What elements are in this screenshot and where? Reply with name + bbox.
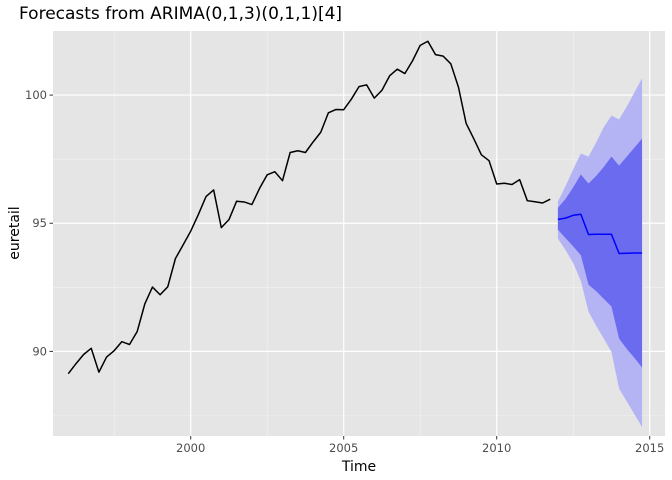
x-axis-title: Time [341,459,376,475]
x-tick-label: 2010 [482,441,511,455]
y-tick-label: 100 [25,88,47,102]
x-axis: 2000 2005 2010 2015 [176,436,664,455]
chart-title: Forecasts from ARIMA(0,1,3)(0,1,1)[4] [19,4,342,24]
series-line [67,40,551,375]
prediction-interval-80 [557,138,643,368]
x-tick-label: 2015 [635,441,664,455]
y-tick-label: 90 [32,344,47,358]
y-axis-title: euretail [7,206,23,259]
forecast-mean-line [557,213,643,255]
prediction-intervals [557,78,643,428]
grid-major [53,31,665,436]
x-tick-label: 2000 [176,441,205,455]
grid-minor [53,31,665,436]
y-axis: 90 95 100 [25,88,53,358]
y-tick-label: 95 [32,216,47,230]
series-lines [67,40,643,375]
x-tick-label: 2005 [329,441,358,455]
